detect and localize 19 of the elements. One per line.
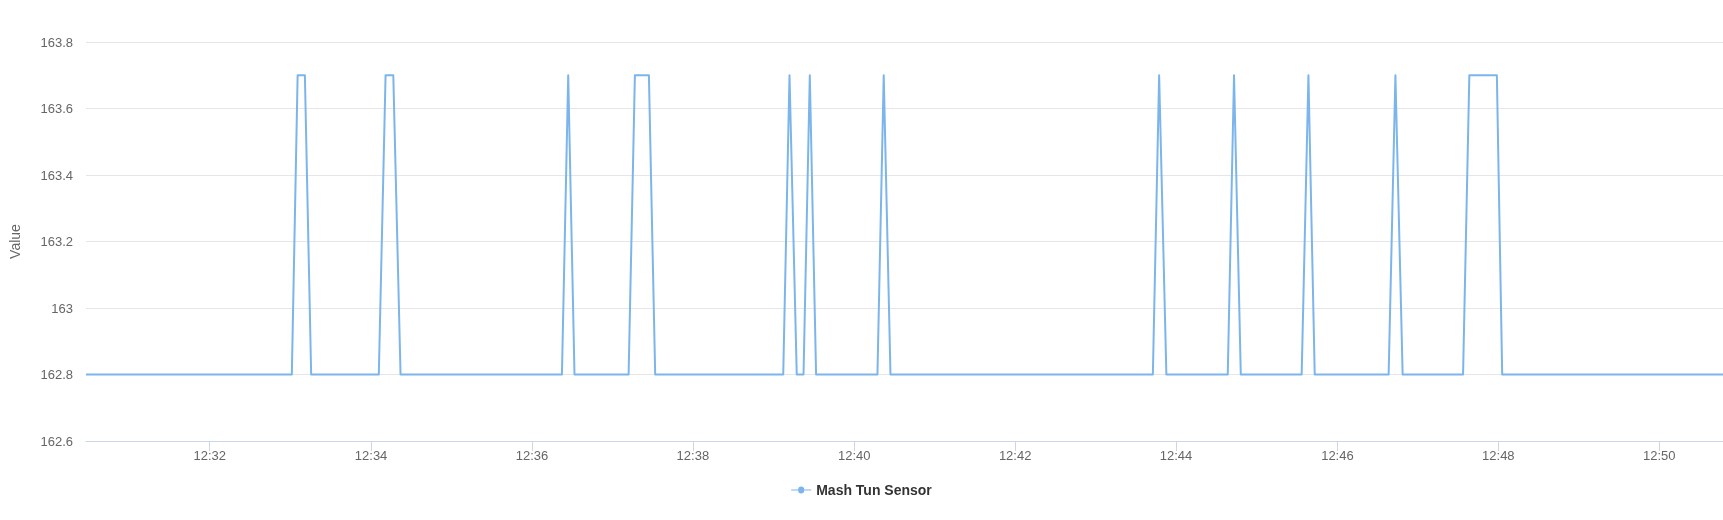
x-tick-label: 12:50 — [1642, 448, 1676, 463]
x-tick-label: 12:46 — [1321, 448, 1354, 463]
x-tick-label: 12:48 — [1482, 448, 1515, 463]
y-tick-label: 162.6 — [40, 433, 73, 449]
y-tick-label: 163.2 — [40, 234, 73, 249]
x-tick-label: 12:40 — [837, 448, 871, 463]
y-tick-label: 163.4 — [40, 167, 73, 183]
legend-label: Mash Tun Sensor — [816, 482, 933, 498]
x-tick-label: 12:42 — [998, 448, 1032, 463]
y-axis-title: Value — [7, 223, 23, 259]
y-tick-label: 163.6 — [40, 101, 73, 116]
x-tick-label: 12:36 — [515, 448, 549, 463]
x-tick-label: 12:34 — [354, 448, 388, 463]
x-tick-label: 12:32 — [193, 448, 226, 463]
y-tick-label: 163.8 — [40, 34, 73, 50]
y-tick-label: 162.8 — [40, 367, 73, 382]
x-tick-label: 12:38 — [676, 448, 710, 463]
y-tick-label: 163 — [51, 300, 73, 316]
x-tick-label: 12:44 — [1159, 448, 1193, 463]
